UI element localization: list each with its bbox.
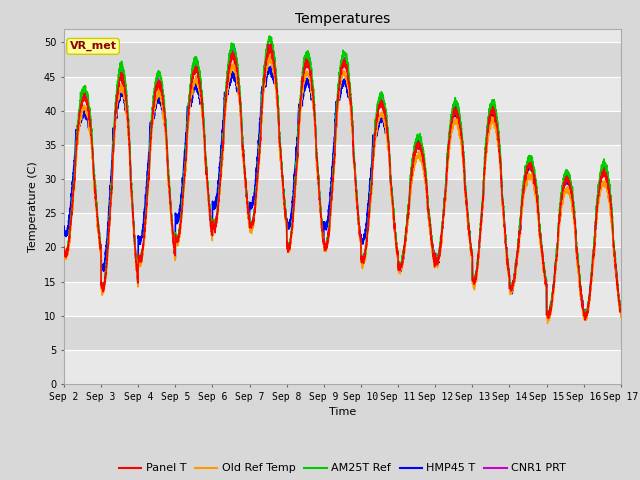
Bar bbox=[64, 213, 621, 247]
Bar bbox=[64, 350, 621, 384]
X-axis label: Time: Time bbox=[329, 407, 356, 417]
Bar bbox=[64, 282, 621, 316]
Legend: Panel T, Old Ref Temp, AM25T Ref, HMP45 T, CNR1 PRT: Panel T, Old Ref Temp, AM25T Ref, HMP45 … bbox=[115, 459, 570, 478]
Title: Temperatures: Temperatures bbox=[295, 12, 390, 26]
Bar bbox=[64, 42, 621, 77]
Bar bbox=[64, 77, 621, 111]
Bar bbox=[64, 179, 621, 213]
Bar bbox=[64, 111, 621, 145]
Bar bbox=[64, 247, 621, 282]
Bar bbox=[64, 316, 621, 350]
Text: VR_met: VR_met bbox=[70, 41, 116, 51]
Y-axis label: Temperature (C): Temperature (C) bbox=[28, 161, 38, 252]
Bar bbox=[64, 145, 621, 179]
